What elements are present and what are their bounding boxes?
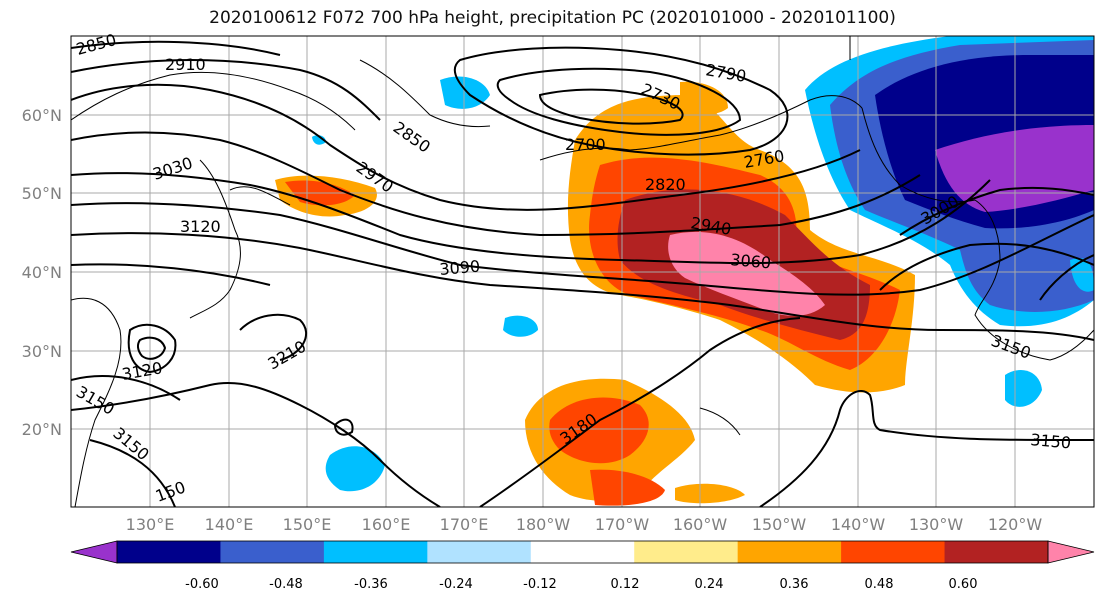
colorbar-swatch xyxy=(117,541,221,563)
colorbar-swatch xyxy=(737,541,842,563)
lat-tick: 20°N xyxy=(22,420,62,439)
graticule xyxy=(71,36,1094,507)
lat-tick: 30°N xyxy=(22,342,62,361)
lat-tick: 50°N xyxy=(22,184,62,203)
lon-tick: 160°W xyxy=(673,515,728,534)
lon-tick: 170°W xyxy=(595,515,650,534)
lon-tick: 120°W xyxy=(988,515,1043,534)
map-border xyxy=(70,35,1095,508)
contour-label: 3090 xyxy=(439,257,481,279)
precip-positive-pink xyxy=(668,231,825,316)
contour-label: 3150 xyxy=(1030,430,1072,452)
latitude-ticks: 60°N 50°N 40°N 30°N 20°N xyxy=(22,106,62,439)
lon-tick: 130°W xyxy=(909,515,964,534)
lon-tick: 180°W xyxy=(516,515,571,534)
colorbar-tick: 0.24 xyxy=(695,577,724,592)
colorbar-swatch xyxy=(634,541,739,563)
colorbar-tick: -0.24 xyxy=(439,577,473,592)
colorbar-frame xyxy=(116,540,1049,564)
lon-tick: 140°W xyxy=(831,515,886,534)
contour-label: 3060 xyxy=(730,250,772,272)
lon-tick: 160°E xyxy=(362,515,411,534)
colorbar-ticks: -0.60 -0.48 -0.36 -0.24 -0.12 0.12 0.24 … xyxy=(185,577,977,592)
colorbar-tick: 0.36 xyxy=(780,577,809,592)
colorbar-swatch xyxy=(530,541,635,563)
lon-tick: 170°E xyxy=(440,515,489,534)
shaded-precipitation xyxy=(275,36,1094,506)
colorbar-swatch xyxy=(323,541,428,563)
lat-tick: 60°N xyxy=(22,106,62,125)
contour-label: 2910 xyxy=(165,55,206,74)
colorbar-tick: -0.60 xyxy=(185,577,219,592)
map-title: 2020100612 F072 700 hPa height, precipit… xyxy=(209,8,896,28)
colorbar-tick: -0.12 xyxy=(523,577,557,592)
colorbar-tick: 0.48 xyxy=(865,577,894,592)
contour-label: 3120 xyxy=(180,217,221,236)
colorbar-swatch xyxy=(220,541,325,563)
colorbar-tick: 0.60 xyxy=(949,577,978,592)
lon-tick: 150°W xyxy=(752,515,807,534)
longitude-ticks: 130°E 140°E 150°E 160°E 170°E 180°W 170°… xyxy=(126,515,1043,534)
lat-tick: 40°N xyxy=(22,263,62,282)
colorbar-tick: -0.36 xyxy=(354,577,388,592)
lon-tick: 130°E xyxy=(126,515,175,534)
lon-tick: 150°E xyxy=(283,515,332,534)
colorbar-swatch xyxy=(841,541,946,563)
colorbar-tick: 0.12 xyxy=(611,577,640,592)
colorbar xyxy=(70,540,1095,564)
colorbar-swatch xyxy=(427,541,532,563)
colorbar-swatch xyxy=(944,541,1049,563)
height-contours xyxy=(71,40,1094,507)
contour-label: 2820 xyxy=(645,175,686,194)
colorbar-tick: -0.48 xyxy=(269,577,303,592)
contour-label: 2700 xyxy=(565,135,606,154)
colorbar-extend-low xyxy=(70,540,118,564)
colorbar-extend-high xyxy=(1047,540,1095,564)
lon-tick: 140°E xyxy=(205,515,254,534)
